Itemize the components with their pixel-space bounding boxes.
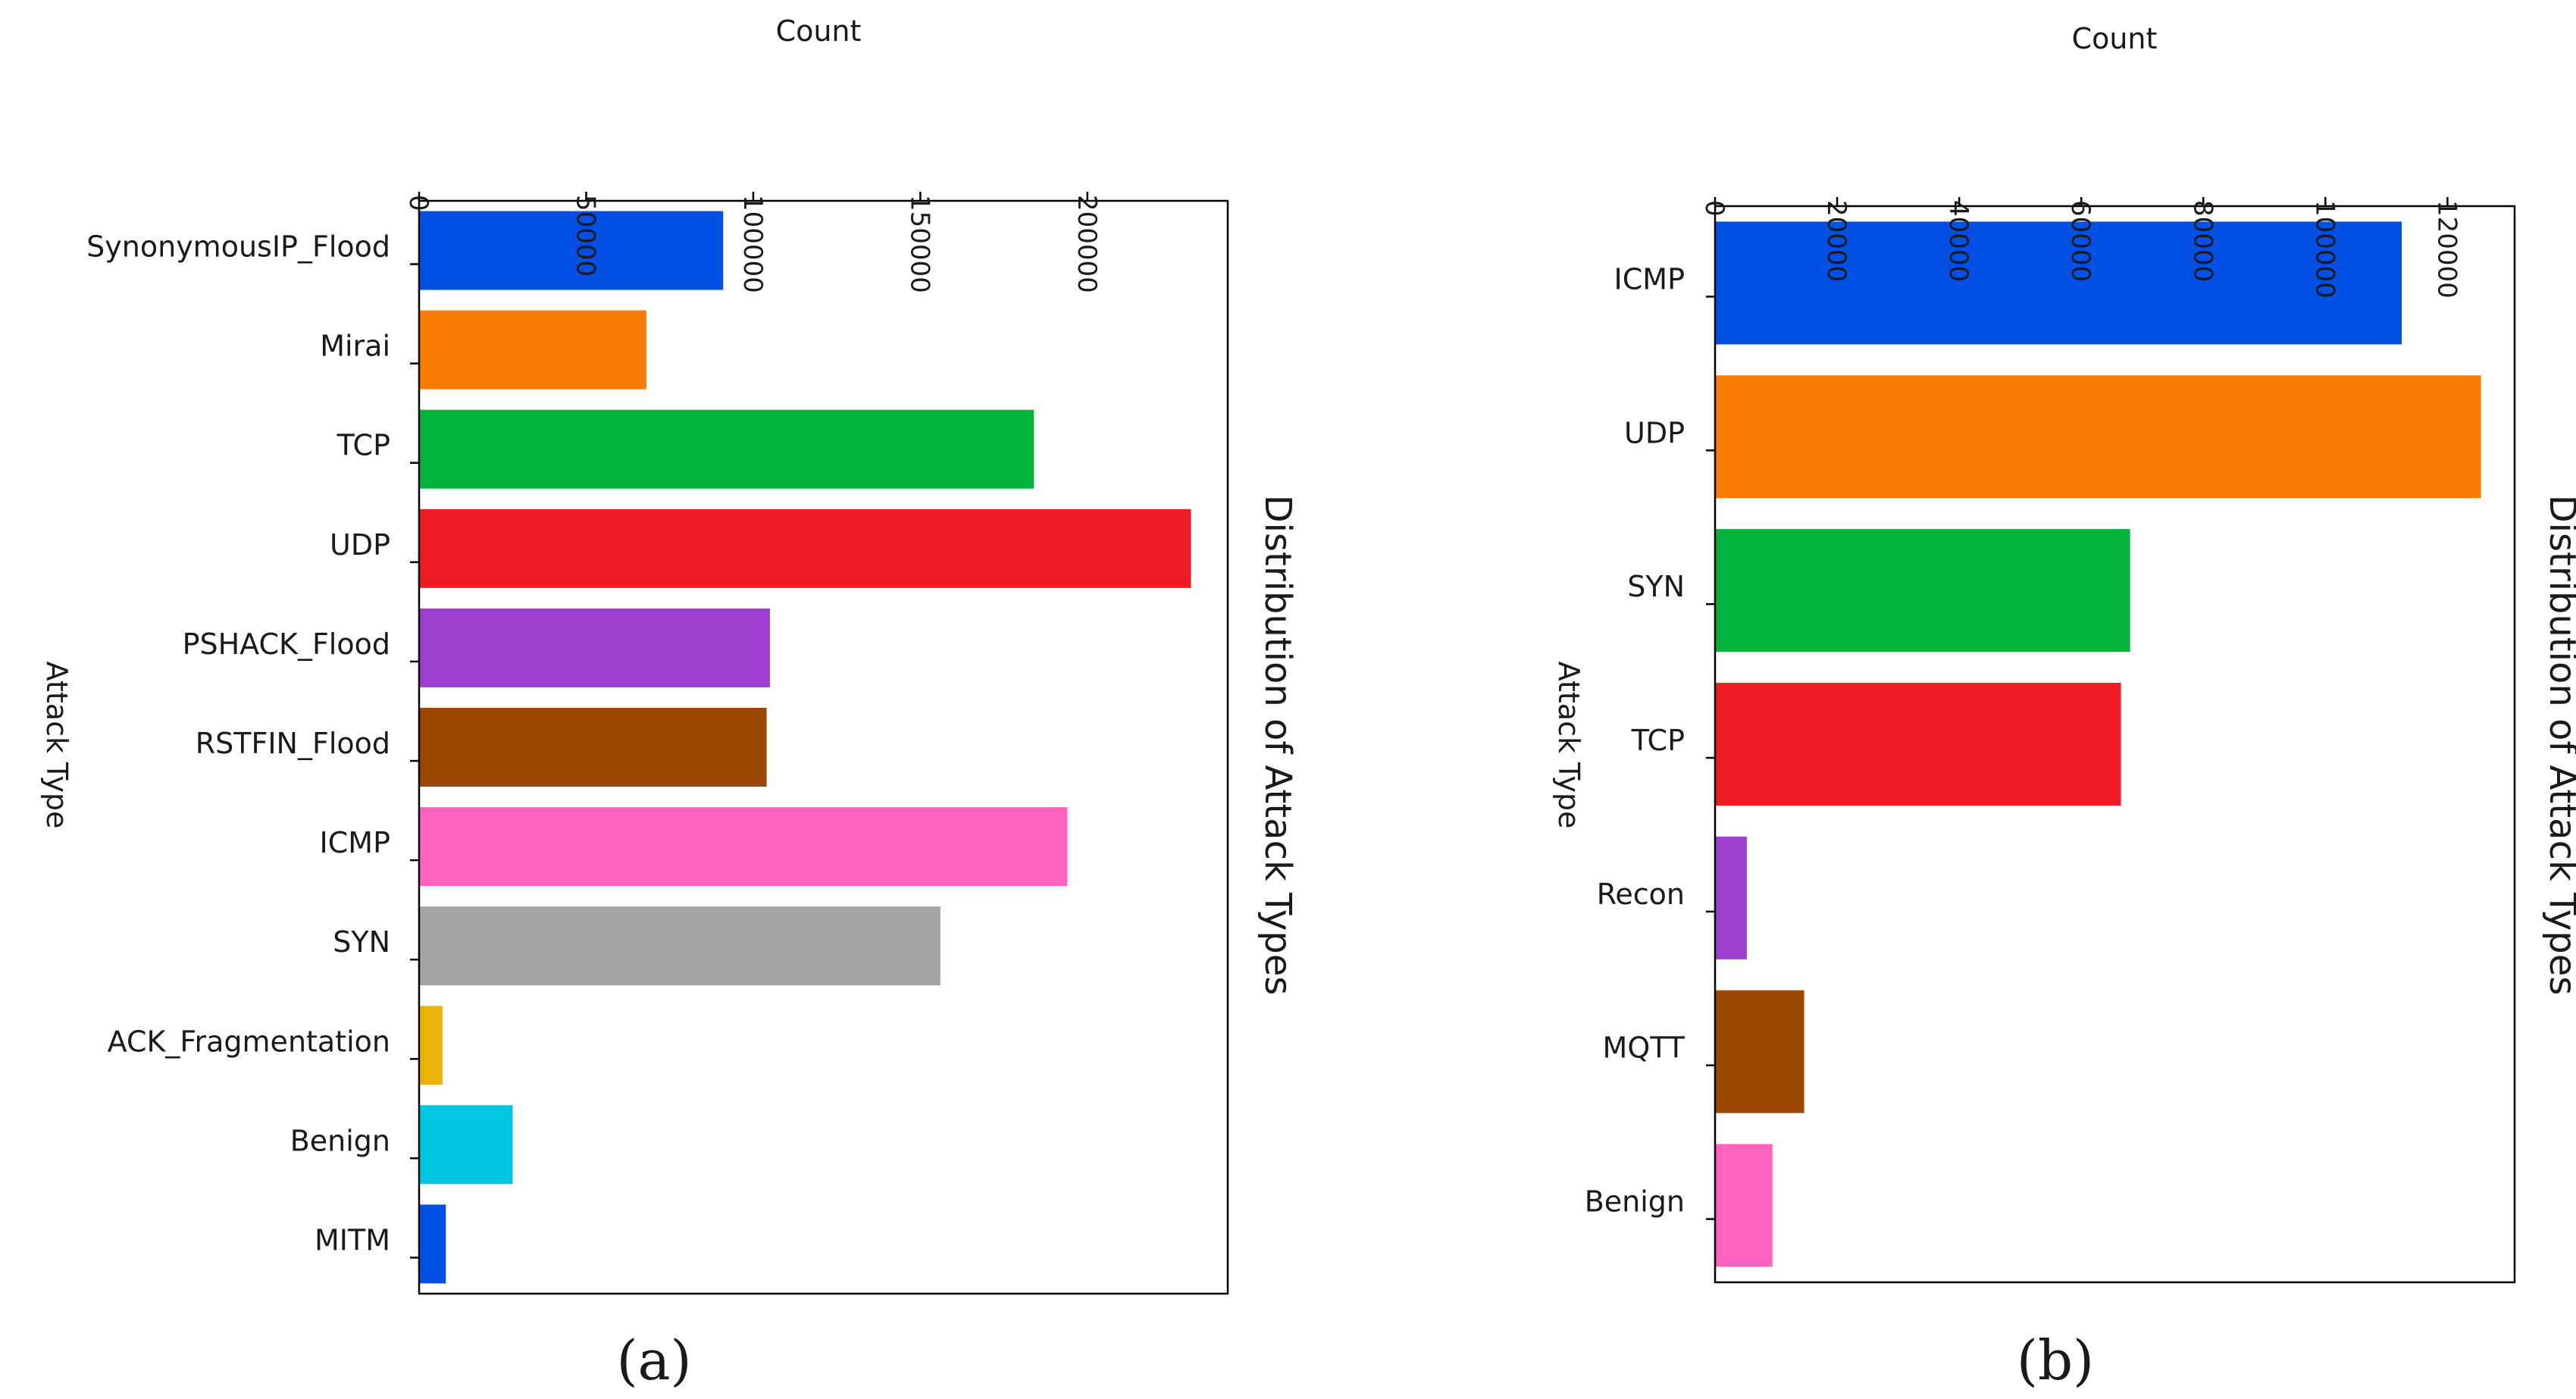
bar-ack-fragmentation bbox=[419, 1006, 443, 1085]
x-tick-label: 150000 bbox=[904, 195, 934, 293]
bar-rstfin-flood bbox=[419, 708, 767, 787]
bar-syn bbox=[419, 906, 941, 986]
x-tick-label: 120000 bbox=[2431, 200, 2462, 299]
y-tick-label: ICMP bbox=[1614, 262, 1685, 296]
y-tick-label: MITM bbox=[315, 1223, 390, 1257]
y-tick-label: TCP bbox=[1631, 724, 1685, 757]
y-tick-label: ACK_Fragmentation bbox=[108, 1025, 390, 1058]
y-tick-label: SYN bbox=[1627, 570, 1685, 603]
y-tick-label: SynonymousIP_Flood bbox=[86, 230, 390, 264]
chart-title: Distribution of Attack Types bbox=[1257, 495, 1299, 996]
y-tick-label: Recon bbox=[1597, 878, 1685, 911]
plot-frame bbox=[418, 199, 1229, 1295]
bar-recon bbox=[1715, 836, 1747, 959]
y-axis-label: Attack Type bbox=[40, 662, 74, 829]
y-tick-label: PSHACK_Flood bbox=[183, 628, 390, 661]
bar-mqtt bbox=[1715, 990, 1804, 1113]
chart-title: Distribution of Attack Types bbox=[2541, 495, 2576, 996]
x-axis-label: Count bbox=[776, 14, 862, 48]
x-tick-label: 50000 bbox=[570, 195, 600, 277]
x-tick-label: 20000 bbox=[1821, 200, 1851, 282]
y-tick-label: SYN bbox=[333, 925, 390, 959]
x-axis-label: Count bbox=[2072, 22, 2158, 55]
bar-synonymousip-flood bbox=[419, 211, 724, 290]
bar-icmp bbox=[1715, 221, 2402, 345]
x-tick-label: 0 bbox=[403, 195, 434, 211]
x-tick-label: 100000 bbox=[2309, 200, 2340, 299]
bar-tcp bbox=[1715, 683, 2121, 806]
bar-benign bbox=[1715, 1144, 1773, 1267]
x-tick-label: 60000 bbox=[2065, 200, 2096, 282]
bar-udp bbox=[419, 509, 1191, 588]
bar-mirai bbox=[419, 310, 646, 390]
x-tick-label: 100000 bbox=[737, 195, 768, 293]
panel-caption: (b) bbox=[2017, 1329, 2094, 1392]
bar-udp bbox=[1715, 375, 2481, 499]
x-tick-label: 200000 bbox=[1072, 195, 1102, 293]
bar-benign bbox=[419, 1105, 513, 1185]
y-tick-label: Mirai bbox=[320, 330, 390, 363]
y-tick-label: TCP bbox=[336, 429, 390, 462]
y-tick-label: UDP bbox=[330, 528, 390, 562]
chart-panel-b: ICMP UDP SYN TCP Recon MQTT Benign 0 20000 40000 6… bbox=[1552, 22, 2576, 1392]
x-tick-label: 40000 bbox=[1943, 200, 1973, 282]
x-tick-label: 0 bbox=[1699, 200, 1729, 217]
plot-frame bbox=[1714, 205, 2516, 1284]
panel-caption: (a) bbox=[616, 1329, 691, 1392]
y-tick-label: ICMP bbox=[320, 826, 390, 859]
bar-tcp bbox=[419, 409, 1034, 489]
x-tick-label: 80000 bbox=[2187, 200, 2218, 282]
y-tick-label: Benign bbox=[290, 1124, 390, 1157]
chart-panel-a: SynonymousIP_Flood Mirai TCP UDP PSHACK_Floo… bbox=[40, 14, 1299, 1392]
y-tick-label: RSTFIN_Flood bbox=[196, 727, 390, 760]
bar-syn bbox=[1715, 529, 2130, 653]
y-tick-label: Benign bbox=[1585, 1185, 1685, 1219]
y-axis-label: Attack Type bbox=[1552, 662, 1585, 829]
bar-mitm bbox=[419, 1204, 446, 1284]
y-tick-label: UDP bbox=[1624, 416, 1685, 449]
bar-icmp bbox=[419, 807, 1068, 887]
y-tick-label: MQTT bbox=[1603, 1031, 1686, 1065]
bar-pshack-flood bbox=[419, 608, 770, 687]
